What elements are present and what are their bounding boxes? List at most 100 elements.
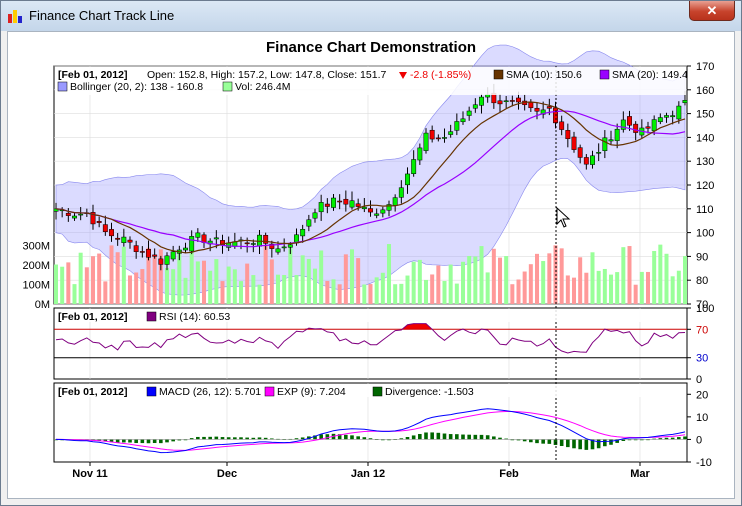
divergence-bar-39 — [294, 438, 299, 440]
candle-body-7 — [96, 221, 102, 223]
divergence-bar-97 — [652, 438, 656, 440]
volume-bar-72 — [498, 257, 502, 304]
volume-bar-83 — [565, 275, 570, 304]
divergence-bar-62 — [436, 432, 441, 440]
candle-body-88 — [596, 152, 602, 154]
divergence-swatch — [372, 386, 383, 397]
volume-bar-58 — [411, 261, 416, 304]
divergence-bar-58 — [411, 435, 416, 440]
candle-body-34 — [263, 235, 269, 244]
finance-chart[interactable]: Finance Chart Demonstration 708090100110… — [8, 32, 734, 498]
volume-bar-29 — [232, 269, 237, 304]
volume-bar-70 — [485, 272, 490, 304]
volume-bar-24 — [202, 260, 206, 304]
divergence-bar-76 — [522, 439, 527, 442]
x-tick-label-0: Nov 11 — [72, 468, 107, 480]
volume-bar-22 — [189, 252, 194, 304]
sma20-swatch — [599, 69, 610, 80]
candle-body-83 — [565, 130, 571, 140]
candle-body-92 — [620, 119, 626, 130]
volume-bar-77 — [528, 264, 533, 304]
bollinger-swatch — [57, 81, 68, 92]
window-title: Finance Chart Track Line — [29, 8, 175, 23]
divergence-bar-46 — [337, 434, 342, 440]
volume-bar-67 — [467, 255, 472, 304]
volume-tick-label-0: 0M — [35, 299, 50, 311]
volume-bar-86 — [584, 272, 589, 304]
volume-bar-32 — [251, 275, 256, 304]
volume-bar-91 — [615, 272, 620, 304]
bollinger-band — [55, 44, 686, 296]
divergence-bar-42 — [313, 435, 317, 440]
candle-body-60 — [423, 132, 429, 151]
volume-bar-6 — [91, 256, 95, 304]
candle-body-47 — [343, 198, 349, 205]
macd-tick-label-3: 20 — [696, 389, 708, 401]
divergence-bar-67 — [467, 434, 471, 440]
main-legend-change: -2.8 (-1.85%) — [410, 69, 471, 81]
candle-body-36 — [275, 248, 281, 253]
volume-bar-20 — [177, 252, 182, 304]
macd-tick-label-0: -10 — [696, 457, 712, 469]
candle-body-53 — [380, 209, 386, 214]
price-tick-label-5: 120 — [696, 180, 714, 192]
volume-tick-label-2: 200M — [22, 260, 50, 272]
divergence-bar-84 — [572, 439, 576, 449]
candle-body-43 — [318, 202, 324, 213]
price-tick-label-1: 80 — [696, 275, 708, 287]
chart-client-area: Finance Chart Demonstration 70 80 90 100 110… — [7, 31, 735, 499]
candle-body-41 — [306, 219, 312, 227]
volume-bar-74 — [510, 284, 515, 304]
candle-body-73 — [503, 100, 509, 102]
divergence-bar-7 — [97, 439, 101, 441]
candle-body-64 — [448, 131, 454, 135]
price-tick-label-3: 100 — [696, 228, 714, 240]
candle-body-54 — [386, 204, 392, 211]
volume-bar-89 — [602, 268, 607, 304]
title-bar[interactable]: Finance Chart Track Line ✕ — [1, 1, 741, 31]
main-legend-volume: Vol: 246.4M — [235, 81, 290, 93]
candle-body-6 — [90, 212, 96, 225]
volume-bar-99 — [664, 253, 669, 304]
candle-body-61 — [429, 129, 435, 140]
candle-body-19 — [170, 251, 176, 260]
candle-body-69 — [479, 96, 484, 106]
candle-body-77 — [528, 102, 534, 109]
close-button[interactable]: ✕ — [689, 1, 735, 21]
rsi-legend-box — [55, 309, 686, 322]
volume-bar-17 — [158, 249, 163, 304]
volume-bar-48 — [350, 249, 354, 304]
volume-bar-102 — [683, 256, 687, 304]
candle-body-90 — [608, 139, 614, 142]
candle-body-9 — [109, 229, 114, 237]
divergence-bar-59 — [418, 433, 422, 440]
volume-bar-51 — [368, 284, 373, 304]
divergence-bar-92 — [621, 439, 626, 441]
divergence-bar-70 — [485, 435, 490, 440]
candle-body-58 — [411, 159, 417, 174]
candle-body-86 — [583, 157, 589, 165]
x-tick-label-4: Mar — [630, 468, 650, 480]
divergence-bar-101 — [677, 437, 681, 440]
divergence-bar-40 — [300, 437, 305, 440]
price-tick-label-10: 170 — [696, 61, 714, 73]
volume-bar-11 — [121, 246, 126, 304]
volume-bar-93 — [627, 246, 632, 304]
volume-bar-75 — [516, 279, 521, 304]
divergence-bar-50 — [362, 437, 367, 440]
candle-body-67 — [466, 110, 472, 116]
volume-bar-25 — [208, 270, 213, 304]
volume-bar-59 — [417, 259, 422, 304]
sma20-line — [55, 110, 686, 248]
volume-bar-49 — [356, 258, 361, 304]
candle-body-66 — [460, 118, 466, 123]
divergence-bar-34 — [263, 437, 268, 440]
candle-body-35 — [269, 243, 275, 249]
volume-bar-18 — [165, 267, 169, 304]
rsi-tick-label-0: 0 — [696, 374, 702, 386]
volume-bar-12 — [128, 275, 132, 304]
volume-bar-0 — [54, 264, 58, 304]
divergence-bar-53 — [381, 439, 385, 441]
candle-body-16 — [152, 254, 158, 257]
volume-bar-78 — [535, 253, 539, 304]
